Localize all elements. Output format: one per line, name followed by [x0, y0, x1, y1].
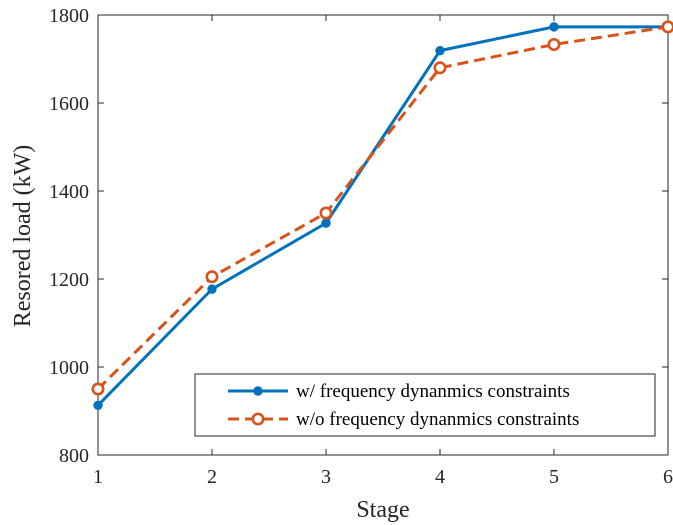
- series-1: [93, 22, 673, 410]
- y-tick-label: 1400: [49, 181, 89, 203]
- series-2: [91, 20, 673, 396]
- y-tick-label: 1000: [49, 357, 89, 379]
- x-tick-label: 5: [549, 466, 559, 488]
- y-tick-label: 1200: [49, 269, 89, 291]
- y-tick-label: 1800: [49, 5, 89, 27]
- legend-box: [194, 373, 656, 437]
- legend-swatch-marker: [253, 386, 263, 396]
- legend-swatch-marker: [251, 412, 265, 426]
- y-tick-label: 800: [59, 445, 89, 467]
- series-line: [96, 25, 668, 407]
- x-tick-label: 3: [321, 466, 331, 488]
- data-point: [91, 382, 105, 396]
- series-layer: [91, 20, 673, 410]
- data-point: [433, 61, 447, 75]
- legend-label: w/ frequency dynanmics constraints: [296, 381, 570, 402]
- data-point: [93, 400, 103, 410]
- x-axis-label: Stage: [356, 497, 409, 523]
- data-point: [205, 270, 219, 284]
- data-point: [321, 218, 331, 228]
- legend: w/ frequency dynanmics constraints w/o fr…: [194, 373, 656, 437]
- data-point: [661, 20, 673, 34]
- axes-frame: [97, 14, 669, 456]
- data-point: [207, 284, 217, 294]
- y-tick-label: 1600: [49, 93, 89, 115]
- x-axis-ticks: 1 2 3 4 5 6: [93, 15, 673, 488]
- data-point: [319, 206, 333, 220]
- data-point: [547, 37, 561, 51]
- y-axis-label: Resored load (kW): [10, 145, 36, 328]
- y-axis-ticks: 800 1000 1200 1400 1600 1800: [49, 5, 668, 467]
- legend-label: w/o frequency dynanmics constraints: [296, 409, 579, 430]
- x-tick-label: 2: [207, 466, 217, 488]
- x-tick-label: 1: [93, 466, 103, 488]
- data-point: [549, 22, 559, 32]
- x-tick-label: 4: [435, 466, 445, 488]
- x-tick-label: 6: [663, 466, 673, 488]
- series-line: [96, 25, 669, 391]
- plot-area-border: [97, 14, 669, 456]
- data-point: [435, 45, 445, 56]
